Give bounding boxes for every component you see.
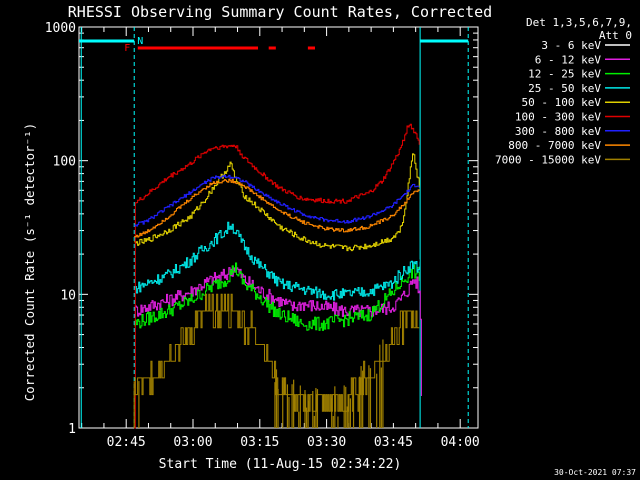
legend-header-line-1: Det 1,3,5,6,7,9, [526,16,632,29]
x-tick-label: 03:15 [240,435,279,450]
legend-label: 25 - 50 keV [528,82,601,95]
x-tick-label: 03:00 [173,435,212,450]
x-axis-label: Start Time (11-Aug-15 02:34:22) [159,457,402,472]
legend-label: 100 - 300 keV [515,111,601,124]
series-line-6 [134,123,420,429]
legend-header-line-2: Att 0 [599,29,632,42]
flag-label-n: N [137,36,143,47]
x-tick-label: 04:00 [441,435,480,450]
series-line-1 [134,233,420,282]
x-tick-label: 02:45 [107,435,146,450]
legend-label: 300 - 800 keV [515,125,601,138]
x-tick-label: 03:45 [374,435,413,450]
y-axis-label: Corrected Count Rate (s⁻¹ detector⁻¹) [22,123,37,401]
plot-frame [78,26,479,429]
series-line-4 [134,221,420,301]
legend-label: 3 - 6 keV [541,39,601,52]
plot-layer: 1 10 100 1000 02:45 03:00 03:15 03:30 03:45 04:00… [45,21,480,450]
series-line-8 [134,178,420,238]
series-line-5 [134,153,420,252]
flag-label-f: F [124,43,130,54]
x-tick-label: 03:30 [307,435,346,450]
legend-label: 800 - 7000 keV [508,139,601,152]
series-line-9 [134,293,420,412]
y-tick-label: 1000 [45,21,76,36]
chart-title: RHESSI Observing Summary Count Rates, Co… [68,3,492,21]
series-line-3 [134,262,420,331]
y-tick-label: 1 [68,422,76,437]
footer-timestamp: 30-Oct-2021 07:37 [554,468,636,477]
series-line-2 [134,267,422,396]
y-tick-label: 10 [60,288,76,303]
legend-label: 7000 - 15000 keV [495,153,601,166]
legend-label: 6 - 12 keV [535,53,602,66]
legend-label: 12 - 25 keV [528,68,601,81]
y-tick-label: 100 [53,155,76,170]
legend-label: 50 - 100 keV [522,96,602,109]
series-line-7 [134,174,420,227]
